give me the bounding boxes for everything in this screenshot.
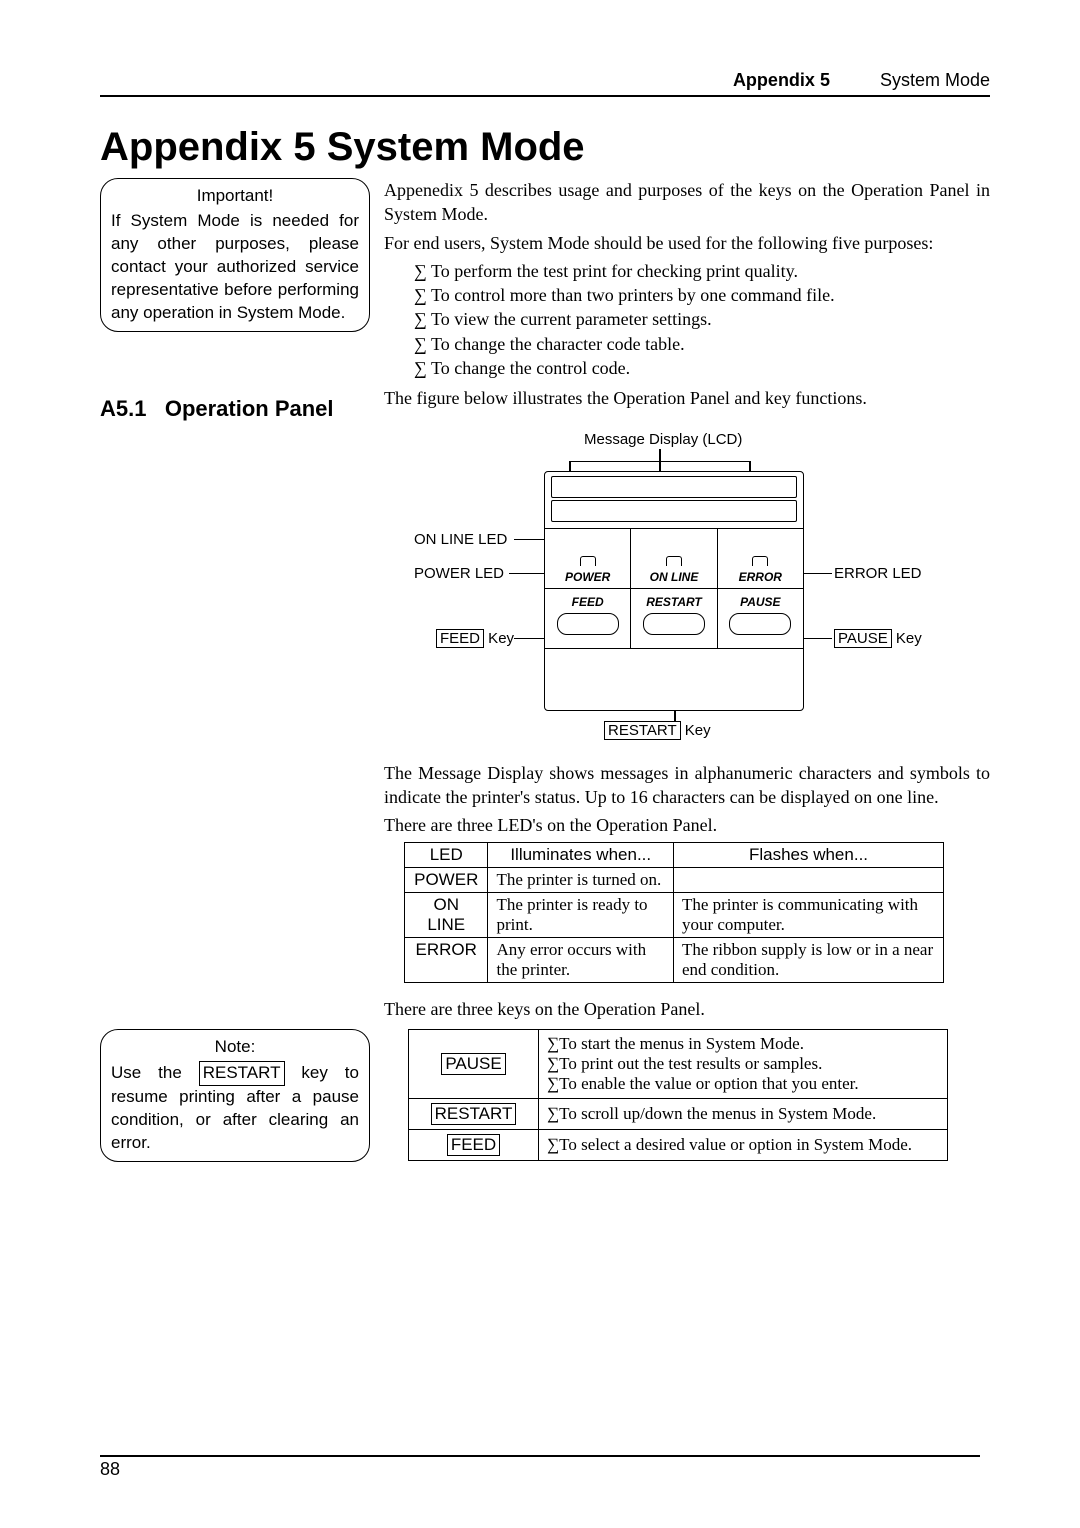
after-figure-p2: There are three LED's on the Operation P…: [384, 813, 990, 837]
after-led-table: There are three keys on the Operation Pa…: [384, 997, 990, 1021]
leader-line: [804, 638, 832, 640]
button-icon: [557, 613, 619, 635]
key-functions: To start the menus in System Mode. To pr…: [547, 1034, 939, 1094]
bottom-columns: Note: Use the RESTART key to resume prin…: [100, 1029, 990, 1162]
key-name: RESTART: [431, 1103, 517, 1125]
feed-button[interactable]: FEED: [545, 589, 631, 648]
key-name: PAUSE: [441, 1053, 505, 1075]
leader-line: [569, 461, 749, 463]
intro-p1: Appenedix 5 describes usage and purposes…: [384, 178, 990, 227]
table-row: POWER The printer is turned on.: [405, 867, 944, 892]
pause-button[interactable]: PAUSE: [718, 589, 803, 648]
page-title: Appendix 5 System Mode: [100, 125, 990, 170]
lcd-line: [551, 476, 797, 498]
purpose-item: To change the control code.: [414, 356, 990, 380]
leader-line: [674, 711, 676, 721]
table-row: ERROR Any error occurs with the printer.…: [405, 937, 944, 982]
leader-line: [514, 539, 544, 541]
section-number: A5.1: [100, 396, 146, 421]
important-body: If System Mode is needed for any other p…: [111, 210, 359, 325]
purpose-item: To perform the test print for checking p…: [414, 259, 990, 283]
note-callout: Note: Use the RESTART key to resume prin…: [100, 1029, 370, 1162]
note-body: Use the RESTART key to resume printing a…: [111, 1061, 359, 1155]
feed-key-label: FEED Key: [436, 629, 514, 648]
section-heading: A5.1 Operation Panel: [100, 396, 370, 422]
intro-p2: For end users, System Mode should be use…: [384, 231, 990, 255]
error-led: ERROR: [718, 529, 803, 588]
table-row: PAUSE To start the menus in System Mode.…: [409, 1029, 948, 1098]
lcd-label: Message Display (LCD): [584, 431, 742, 448]
lcd-area: [545, 472, 803, 528]
led-th: Illuminates when...: [488, 842, 673, 867]
led-icon: [752, 556, 768, 566]
note-title: Note:: [111, 1036, 359, 1059]
table-row: RESTART To scroll up/down the menus in S…: [409, 1098, 948, 1129]
key-functions: To scroll up/down the menus in System Mo…: [547, 1104, 939, 1124]
leader-line: [514, 638, 544, 640]
table-row: ON LINE The printer is ready to print. T…: [405, 892, 944, 937]
important-title: Important!: [111, 185, 359, 208]
online-led: ON LINE: [631, 529, 717, 588]
power-led: POWER: [545, 529, 631, 588]
led-th: Flashes when...: [673, 842, 943, 867]
table-row: FEED To select a desired value or option…: [409, 1129, 948, 1160]
purpose-item: To view the current parameter settings.: [414, 307, 990, 331]
section-lead: The figure below illustrates the Operati…: [384, 386, 990, 410]
leader-line: [804, 573, 832, 575]
purpose-item: To change the character code table.: [414, 332, 990, 356]
restart-button[interactable]: RESTART: [631, 589, 717, 648]
leader-line: [509, 573, 544, 575]
header-appendix: Appendix 5: [733, 70, 830, 91]
key-table: PAUSE To start the menus in System Mode.…: [408, 1029, 948, 1161]
button-row: FEED RESTART PAUSE: [545, 588, 803, 648]
button-icon: [643, 613, 705, 635]
operation-panel: POWER ON LINE ERROR FEED RESTART PAUSE: [544, 471, 804, 711]
online-led-label: ON LINE LED: [414, 531, 507, 548]
page-number: 88: [100, 1455, 980, 1480]
lcd-line: [551, 500, 797, 522]
purpose-item: To control more than two printers by one…: [414, 283, 990, 307]
key-functions: To select a desired value or option in S…: [547, 1135, 939, 1155]
after-figure-p1: The Message Display shows messages in al…: [384, 761, 990, 810]
panel-spacer: [545, 648, 803, 706]
section-row: A5.1 Operation Panel The figure below il…: [100, 386, 990, 1024]
key-name: FEED: [447, 1134, 500, 1156]
main-columns: Important! If System Mode is needed for …: [100, 178, 990, 380]
error-led-label: ERROR LED: [834, 565, 922, 582]
led-th: LED: [405, 842, 488, 867]
power-led-label: POWER LED: [414, 565, 504, 582]
header-section: System Mode: [880, 70, 990, 91]
pause-key-label: PAUSE Key: [834, 629, 922, 648]
section-title: Operation Panel: [165, 396, 334, 421]
important-callout: Important! If System Mode is needed for …: [100, 178, 370, 332]
purpose-list: To perform the test print for checking p…: [384, 259, 990, 380]
led-table: LED Illuminates when... Flashes when... …: [404, 842, 944, 983]
led-icon: [666, 556, 682, 566]
restart-key-label: RESTART Key: [604, 721, 711, 740]
led-row: POWER ON LINE ERROR: [545, 528, 803, 588]
led-icon: [580, 556, 596, 566]
operation-panel-figure: Message Display (LCD) POWER ON LINE ERRO…: [384, 431, 990, 751]
intro-block: Appenedix 5 describes usage and purposes…: [384, 178, 990, 380]
button-icon: [729, 613, 791, 635]
running-header: Appendix 5 System Mode: [100, 70, 990, 97]
